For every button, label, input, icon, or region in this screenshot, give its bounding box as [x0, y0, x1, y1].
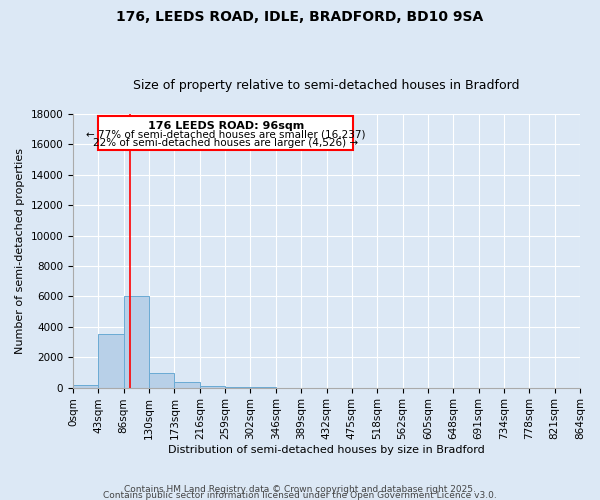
Y-axis label: Number of semi-detached properties: Number of semi-detached properties	[15, 148, 25, 354]
FancyBboxPatch shape	[98, 116, 353, 150]
Text: ← 77% of semi-detached houses are smaller (16,237): ← 77% of semi-detached houses are smalle…	[86, 129, 365, 139]
Text: 176 LEEDS ROAD: 96sqm: 176 LEEDS ROAD: 96sqm	[148, 121, 304, 131]
Bar	[124, 296, 149, 388]
Bar	[175, 382, 200, 388]
Bar	[200, 386, 225, 388]
Bar	[225, 387, 250, 388]
Text: Contains HM Land Registry data © Crown copyright and database right 2025.: Contains HM Land Registry data © Crown c…	[124, 484, 476, 494]
Text: Contains public sector information licensed under the Open Government Licence v3: Contains public sector information licen…	[103, 490, 497, 500]
Bar	[149, 373, 175, 388]
X-axis label: Distribution of semi-detached houses by size in Bradford: Distribution of semi-detached houses by …	[168, 445, 485, 455]
Text: 176, LEEDS ROAD, IDLE, BRADFORD, BD10 9SA: 176, LEEDS ROAD, IDLE, BRADFORD, BD10 9S…	[116, 10, 484, 24]
Title: Size of property relative to semi-detached houses in Bradford: Size of property relative to semi-detach…	[133, 79, 520, 92]
Text: 22% of semi-detached houses are larger (4,526) →: 22% of semi-detached houses are larger (…	[93, 138, 358, 147]
Bar	[73, 384, 98, 388]
Bar	[98, 334, 124, 388]
